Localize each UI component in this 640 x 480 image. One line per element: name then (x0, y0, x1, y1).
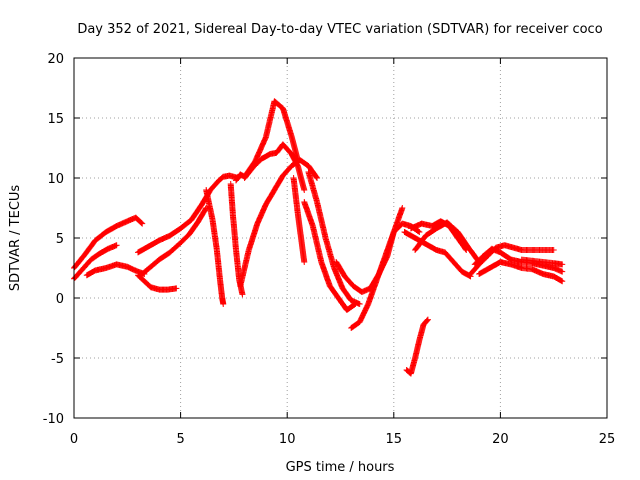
y-axis-label: SDTVAR / TECUs (8, 185, 23, 292)
data-point-marks (203, 187, 227, 307)
data-point-marks (290, 175, 308, 265)
series-track-c (83, 261, 148, 279)
x-tick-label: 15 (386, 432, 403, 447)
data-points (71, 98, 566, 377)
data-point-marks (348, 220, 423, 331)
series-track-p (348, 220, 423, 331)
series-track-l (290, 175, 308, 265)
axis-ticks: 0 5 10 15 20 25 -10 -5 0 5 10 15 20 (43, 52, 616, 447)
series-track-k (237, 157, 321, 289)
y-tick-label: 15 (47, 112, 64, 127)
y-tick-label: 10 (47, 172, 64, 187)
series-track-q (403, 316, 431, 377)
y-tick-label: 0 (56, 292, 64, 307)
data-point-marks (412, 219, 483, 265)
y-tick-label: -5 (51, 352, 64, 367)
data-point-marks (301, 199, 359, 313)
y-tick-label: 5 (56, 232, 64, 247)
data-point-marks (241, 141, 308, 193)
y-tick-label: 20 (47, 52, 64, 67)
series-track-f (139, 205, 210, 277)
data-point-marks (305, 169, 363, 307)
data-point-marks (403, 316, 431, 377)
data-point-marks (135, 272, 180, 293)
chart-title: Day 352 of 2021, Sidereal Day-to-day VTE… (77, 22, 602, 37)
series-track-d (135, 272, 180, 293)
x-tick-label: 0 (70, 432, 78, 447)
series-track-n (301, 199, 359, 313)
series-track-t (412, 219, 483, 265)
data-point-marks (83, 261, 148, 279)
series-track-x (518, 256, 566, 268)
x-tick-label: 5 (176, 432, 184, 447)
data-point-marks (237, 157, 321, 289)
series-track-j (241, 141, 308, 193)
x-tick-label: 10 (279, 432, 296, 447)
x-tick-label: 20 (492, 432, 509, 447)
y-tick-label: -10 (43, 412, 64, 427)
data-point-marks (139, 205, 210, 277)
series-track-w (476, 259, 566, 285)
series-track-g (203, 187, 227, 307)
x-tick-label: 25 (599, 432, 616, 447)
data-point-marks (476, 259, 566, 285)
series-track-m (305, 169, 363, 307)
x-axis-label: GPS time / hours (286, 460, 395, 475)
data-point-marks (518, 256, 566, 268)
